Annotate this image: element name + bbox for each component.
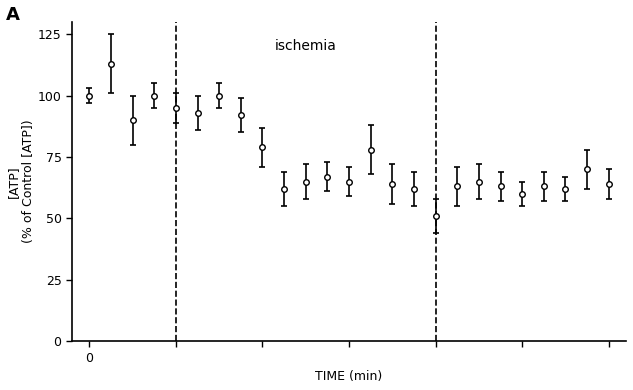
Y-axis label: [ATP]
(% of Control [ATP]): [ATP] (% of Control [ATP]) xyxy=(7,120,35,243)
Text: A: A xyxy=(6,6,20,24)
Text: ischemia: ischemia xyxy=(275,39,337,53)
X-axis label: TIME (min): TIME (min) xyxy=(315,370,383,383)
